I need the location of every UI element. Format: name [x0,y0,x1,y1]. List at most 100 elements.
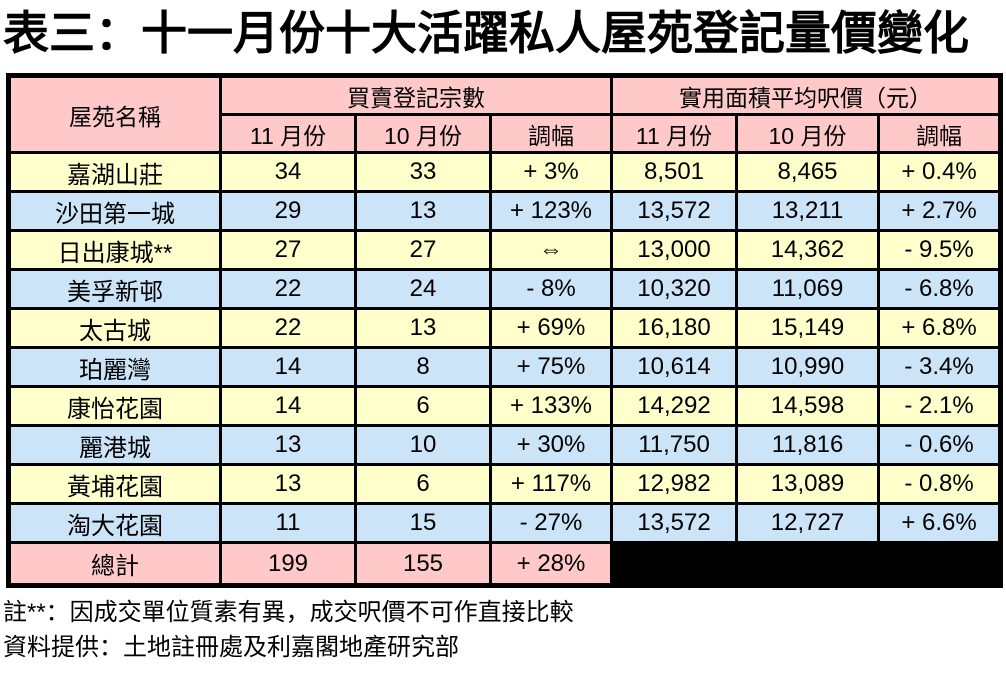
price-change-cell: - 9.5% [876,229,1003,272]
price-nov-cell: 10,320 [610,268,738,311]
price-nov-cell: 8,501 [610,151,738,194]
reg-nov-cell: 27 [219,229,357,272]
table-row: 淘大花園 11 15 - 27% 13,572 12,727 + 6.6% [7,502,1003,545]
price-change-cell: - 0.6% [876,424,1003,467]
total-reg-change-cell: + 28% [489,541,613,588]
reg-change-cell: + 117% [489,463,613,506]
header-registrations-group: 買賣登記宗數 [219,74,613,117]
price-oct-cell: 12,727 [735,502,880,545]
reg-change-cell: ⇔ [489,229,613,272]
price-oct-cell: 14,598 [735,385,880,428]
price-oct-cell: 13,211 [735,190,880,233]
price-oct-cell: 8,465 [735,151,880,194]
reg-oct-cell: 15 [354,502,492,545]
page-title: 表三：十一月份十大活躍私人屋苑登記量價變化 [3,7,969,59]
price-nov-cell: 14,292 [610,385,738,428]
price-oct-cell: 14,362 [735,229,880,272]
reg-change-cell: - 8% [489,268,613,311]
header-row-groups: 屋苑名稱 買賣登記宗數 實用面積平均呎價（元） [7,74,1003,155]
total-reg-oct-cell: 155 [354,541,492,588]
reg-change-cell: - 27% [489,502,613,545]
estate-name-cell: 太古城 [7,307,222,350]
reg-nov-cell: 14 [219,346,357,389]
header-estate-name: 屋苑名稱 [7,74,222,155]
header-price-change: 調幅 [876,113,1003,155]
header-reg-nov: 11 月份 [219,113,357,155]
estate-name-cell: 黃埔花園 [7,463,222,506]
reg-change-cell: + 75% [489,346,613,389]
total-reg-nov-cell: 199 [219,541,357,588]
price-change-cell: + 0.4% [876,151,1003,194]
table-row: 康怡花園 14 6 + 133% 14,292 14,598 - 2.1% [7,385,1003,428]
reg-oct-cell: 10 [354,424,492,467]
reg-change-cell: + 133% [489,385,613,428]
reg-change-cell: + 69% [489,307,613,350]
price-oct-cell: 11,069 [735,268,880,311]
reg-nov-cell: 22 [219,307,357,350]
table-row: 珀麗灣 14 8 + 75% 10,614 10,990 - 3.4% [7,346,1003,389]
price-oct-cell: 15,149 [735,307,880,350]
estate-name-cell: 康怡花園 [7,385,222,428]
reg-oct-cell: 8 [354,346,492,389]
reg-oct-cell: 6 [354,463,492,506]
header-price-group: 實用面積平均呎價（元） [609,74,1003,117]
estates-table: 屋苑名稱 買賣登記宗數 實用面積平均呎價（元） 11 月份 10 月份 調幅 1… [6,73,1004,589]
estate-name-cell: 沙田第一城 [7,190,222,233]
header-price-oct: 10 月份 [735,113,880,155]
reg-nov-cell: 29 [219,190,357,233]
reg-oct-cell: 13 [354,307,492,350]
estate-name-cell: 美孚新邨 [7,268,222,311]
header-price-nov: 11 月份 [610,113,738,155]
price-nov-cell: 12,982 [610,463,738,506]
reg-nov-cell: 14 [219,385,357,428]
header-reg-change: 調幅 [489,113,613,155]
estate-name-cell: 嘉湖山莊 [7,151,222,194]
price-change-cell: + 6.8% [876,307,1003,350]
table-row: 美孚新邨 22 24 - 8% 10,320 11,069 - 6.8% [7,268,1003,311]
price-oct-cell: 10,990 [735,346,880,389]
price-change-cell: + 6.6% [876,502,1003,545]
reg-oct-cell: 6 [354,385,492,428]
price-change-cell: - 6.8% [876,268,1003,311]
estate-name-cell: 日出康城** [7,229,222,272]
reg-oct-cell: 33 [354,151,492,194]
reg-nov-cell: 11 [219,502,357,545]
header-row-months: 11 月份 10 月份 調幅 11 月份 10 月份 調幅 [9,113,1003,155]
table-row: 麗港城 13 10 + 30% 11,750 11,816 - 0.6% [7,424,1003,467]
table-row: 沙田第一城 29 13 + 123% 13,572 13,211 + 2.7% [7,190,1003,233]
reg-change-cell: + 123% [489,190,613,233]
table-row: 黃埔花園 13 6 + 117% 12,982 13,089 - 0.8% [7,463,1003,506]
table-row: 日出康城** 27 27 ⇔ 13,000 14,362 - 9.5% [7,229,1003,272]
footnote-quality-note: 註**：因成交單位質素有異，成交呎價不可作直接比較 [3,599,574,627]
price-oct-cell: 11,816 [735,424,880,467]
reg-change-cell: + 3% [489,151,613,194]
table-row: 嘉湖山莊 34 33 + 3% 8,501 8,465 + 0.4% [7,151,1003,194]
price-change-cell: - 0.8% [876,463,1003,506]
price-nov-cell: 10,614 [610,346,738,389]
price-nov-cell: 13,572 [610,502,738,545]
price-nov-cell: 16,180 [610,307,738,350]
reg-change-cell: + 30% [489,424,613,467]
price-nov-cell: 13,572 [610,190,738,233]
price-nov-cell: 11,750 [610,424,738,467]
price-change-cell: + 2.7% [876,190,1003,233]
source-note: 資料提供：土地註冊處及利嘉閣地產研究部 [3,633,459,661]
estate-name-cell: 麗港城 [7,424,222,467]
estate-name-cell: 淘大花園 [7,502,222,545]
price-change-cell: - 2.1% [876,385,1003,428]
table-row: 太古城 22 13 + 69% 16,180 15,149 + 6.8% [7,307,1003,350]
reg-nov-cell: 34 [219,151,357,194]
reg-oct-cell: 27 [354,229,492,272]
footer-notes: 註**：因成交單位質素有異，成交呎價不可作直接比較 資料提供：土地註冊處及利嘉閣… [3,596,1006,666]
reg-nov-cell: 13 [219,424,357,467]
total-label-cell: 總計 [7,541,222,588]
total-row: 總計 199 155 + 28% [7,541,1003,588]
price-nov-cell: 13,000 [610,229,738,272]
reg-nov-cell: 13 [219,463,357,506]
estate-name-cell: 珀麗灣 [7,346,222,389]
price-oct-cell: 13,089 [735,463,880,506]
reg-nov-cell: 22 [219,268,357,311]
blank-black-cell [609,541,1003,588]
price-change-cell: - 3.4% [876,346,1003,389]
reg-oct-cell: 24 [354,268,492,311]
